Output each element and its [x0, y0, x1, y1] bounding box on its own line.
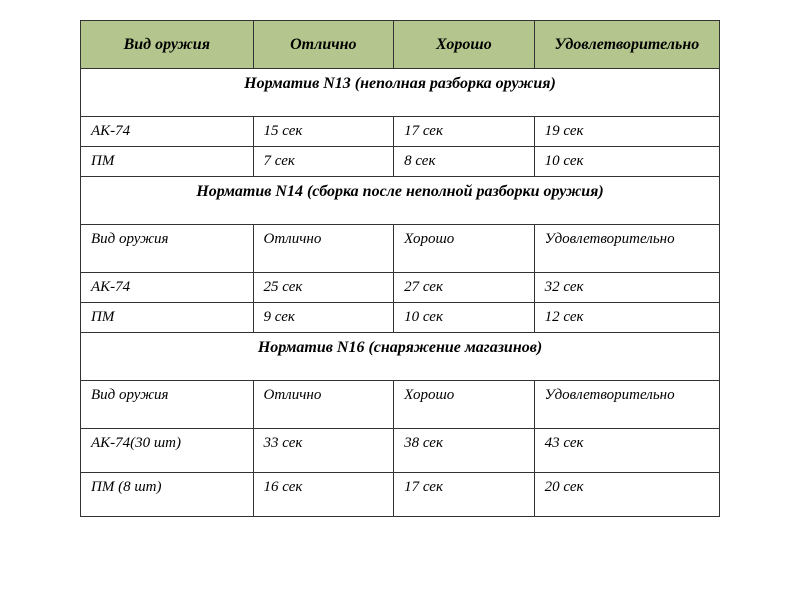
good-cell: 38 сек: [394, 429, 535, 473]
satisfactory-cell: 43 сек: [534, 429, 719, 473]
excellent-cell: 7 сек: [253, 147, 394, 177]
weapon-cell: АК-74: [81, 117, 254, 147]
header-satisfactory: Удовлетворительно: [534, 21, 719, 69]
subheader-good: Хорошо: [394, 381, 535, 429]
weapon-cell: ПМ (8 шт): [81, 473, 254, 517]
excellent-cell: 9 сек: [253, 303, 394, 333]
standards-table: Вид оружия Отлично Хорошо Удовлетворител…: [80, 20, 720, 517]
excellent-cell: 15 сек: [253, 117, 394, 147]
subheader-satisfactory: Удовлетворительно: [534, 225, 719, 273]
table-row: ПМ 7 сек 8 сек 10 сек: [81, 147, 720, 177]
subheader-weapon-type: Вид оружия: [81, 225, 254, 273]
table-row: АК-74 15 сек 17 сек 19 сек: [81, 117, 720, 147]
section3-header: Норматив N16 (снаряжение магазинов): [81, 333, 720, 381]
section2-title: Норматив N14 (сборка после неполной разб…: [81, 177, 720, 225]
subheader-good: Хорошо: [394, 225, 535, 273]
table-header-row: Вид оружия Отлично Хорошо Удовлетворител…: [81, 21, 720, 69]
satisfactory-cell: 32 сек: [534, 273, 719, 303]
table-row: АК-74 25 сек 27 сек 32 сек: [81, 273, 720, 303]
section3-subheader: Вид оружия Отлично Хорошо Удовлетворител…: [81, 381, 720, 429]
subheader-satisfactory: Удовлетворительно: [534, 381, 719, 429]
subheader-weapon-type: Вид оружия: [81, 381, 254, 429]
good-cell: 17 сек: [394, 117, 535, 147]
subheader-excellent: Отлично: [253, 225, 394, 273]
satisfactory-cell: 19 сек: [534, 117, 719, 147]
table-row: АК-74(30 шт) 33 сек 38 сек 43 сек: [81, 429, 720, 473]
section3-title: Норматив N16 (снаряжение магазинов): [81, 333, 720, 381]
header-good: Хорошо: [394, 21, 535, 69]
satisfactory-cell: 12 сек: [534, 303, 719, 333]
weapon-cell: АК-74: [81, 273, 254, 303]
weapon-cell: АК-74(30 шт): [81, 429, 254, 473]
excellent-cell: 25 сек: [253, 273, 394, 303]
section2-subheader: Вид оружия Отлично Хорошо Удовлетворител…: [81, 225, 720, 273]
good-cell: 27 сек: [394, 273, 535, 303]
table-row: ПМ 9 сек 10 сек 12 сек: [81, 303, 720, 333]
satisfactory-cell: 10 сек: [534, 147, 719, 177]
good-cell: 10 сек: [394, 303, 535, 333]
excellent-cell: 33 сек: [253, 429, 394, 473]
good-cell: 8 сек: [394, 147, 535, 177]
excellent-cell: 16 сек: [253, 473, 394, 517]
header-excellent: Отлично: [253, 21, 394, 69]
section1-title: Норматив N13 (неполная разборка оружия): [81, 69, 720, 117]
section2-header: Норматив N14 (сборка после неполной разб…: [81, 177, 720, 225]
weapon-cell: ПМ: [81, 303, 254, 333]
good-cell: 17 сек: [394, 473, 535, 517]
weapon-cell: ПМ: [81, 147, 254, 177]
table-row: ПМ (8 шт) 16 сек 17 сек 20 сек: [81, 473, 720, 517]
header-weapon-type: Вид оружия: [81, 21, 254, 69]
subheader-excellent: Отлично: [253, 381, 394, 429]
satisfactory-cell: 20 сек: [534, 473, 719, 517]
section1-header: Норматив N13 (неполная разборка оружия): [81, 69, 720, 117]
